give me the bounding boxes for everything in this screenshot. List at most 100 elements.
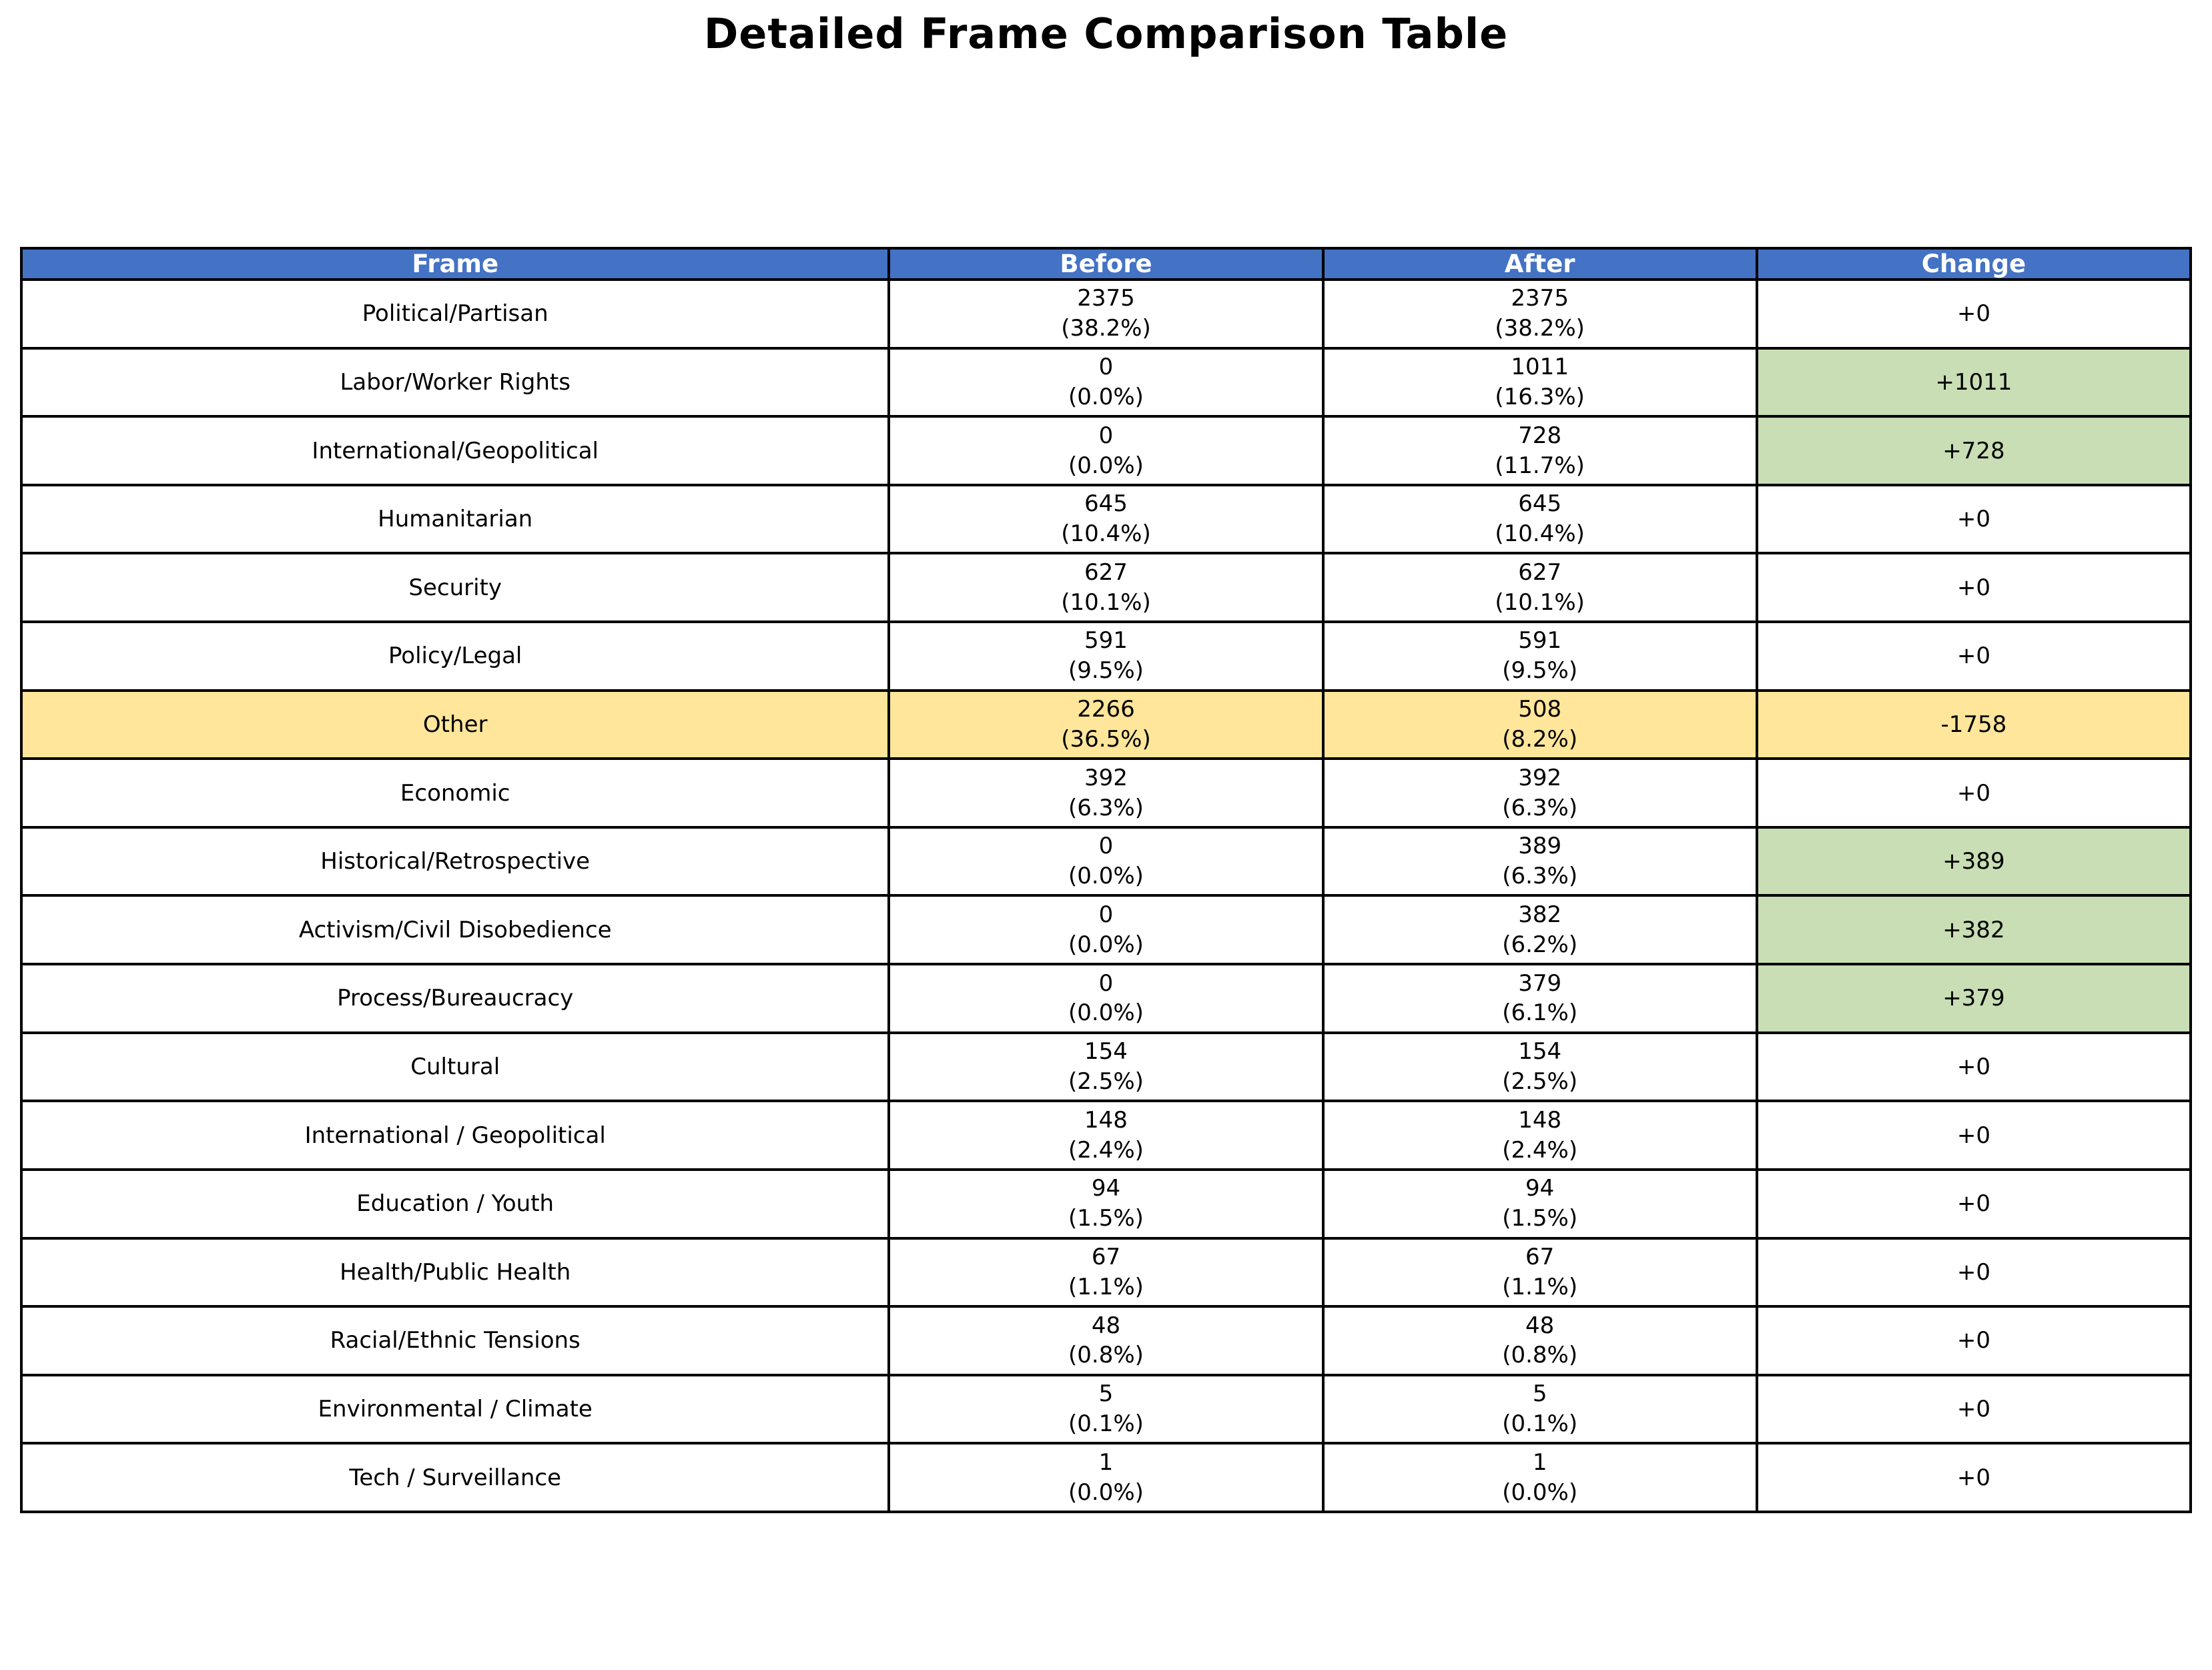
before-count: 591 <box>1084 627 1128 655</box>
frame-cell: Racial/Ethnic Tensions <box>19 1305 891 1376</box>
after-count: 591 <box>1518 627 1562 655</box>
frame-cell: Other <box>19 689 891 761</box>
change-cell: +0 <box>1755 1100 2193 1171</box>
before-percent: (0.0%) <box>1068 931 1144 958</box>
before-count: 2375 <box>1077 285 1135 312</box>
column-header-before: Before <box>887 247 1325 281</box>
after-percent: (6.3%) <box>1502 794 1578 821</box>
change-cell: +1011 <box>1755 346 2193 418</box>
change-cell: +0 <box>1755 1236 2193 1308</box>
after-count: 148 <box>1518 1106 1562 1134</box>
before-cell: 5 (0.1%) <box>887 1373 1325 1445</box>
after-percent: (38.2%) <box>1495 315 1585 342</box>
after-count: 2375 <box>1511 285 1569 312</box>
after-cell: 94 (1.5%) <box>1321 1168 1758 1240</box>
before-cell: 48 (0.8%) <box>887 1305 1325 1376</box>
change-cell: +728 <box>1755 415 2193 486</box>
after-cell: 627 (10.1%) <box>1321 552 1758 624</box>
column-header-change: Change <box>1755 247 2193 281</box>
after-count: 67 <box>1525 1243 1555 1270</box>
frame-cell: International / Geopolitical <box>19 1100 891 1171</box>
before-percent: (6.3%) <box>1068 794 1144 821</box>
after-percent: (2.4%) <box>1502 1136 1578 1164</box>
after-count: 154 <box>1518 1038 1562 1066</box>
table-row: International / Geopolitical 148 (2.4%) 148… <box>19 1100 2193 1171</box>
change-cell: -1758 <box>1755 689 2193 761</box>
table-header: Frame Before After Change <box>19 247 2193 281</box>
frame-cell: Security <box>19 552 891 624</box>
before-cell: 94 (1.5%) <box>887 1168 1325 1240</box>
after-percent: (10.1%) <box>1495 588 1585 616</box>
after-cell: 2375 (38.2%) <box>1321 278 1758 350</box>
before-percent: (0.0%) <box>1068 999 1144 1027</box>
table-row: Economic 392 (6.3%) 392 (6.3%) +0 <box>19 757 2193 829</box>
after-count: 1011 <box>1511 354 1569 381</box>
after-cell: 1011 (16.3%) <box>1321 346 1758 418</box>
before-percent: (2.4%) <box>1068 1136 1144 1164</box>
after-count: 382 <box>1518 901 1562 928</box>
before-count: 392 <box>1084 764 1128 791</box>
after-percent: (8.2%) <box>1502 725 1578 753</box>
after-cell: 645 (10.4%) <box>1321 483 1758 555</box>
page-title: Detailed Frame Comparison Table <box>703 9 1509 58</box>
column-header-after: After <box>1321 247 1758 281</box>
after-cell: 1 (0.0%) <box>1321 1442 1758 1513</box>
before-percent: (10.1%) <box>1061 588 1151 616</box>
change-cell: +0 <box>1755 1373 2193 1445</box>
before-cell: 392 (6.3%) <box>887 757 1325 829</box>
before-percent: (1.1%) <box>1068 1273 1144 1300</box>
frame-cell: Environmental / Climate <box>19 1373 891 1445</box>
before-cell: 0 (0.0%) <box>887 415 1325 486</box>
before-count: 1 <box>1098 1448 1114 1476</box>
after-cell: 67 (1.1%) <box>1321 1236 1758 1308</box>
before-percent: (1.5%) <box>1068 1205 1144 1232</box>
table-row: Other 2266 (36.5%) 508 (8.2%) -1758 <box>19 689 2193 761</box>
after-count: 1 <box>1532 1448 1547 1476</box>
frame-cell: International/Geopolitical <box>19 415 891 486</box>
change-cell: +389 <box>1755 825 2193 897</box>
frame-cell: Activism/Civil Disobedience <box>19 894 891 966</box>
before-cell: 1 (0.0%) <box>887 1442 1325 1513</box>
before-count: 0 <box>1098 833 1114 860</box>
frame-cell: Cultural <box>19 1031 891 1103</box>
before-count: 94 <box>1091 1175 1121 1202</box>
change-cell: +0 <box>1755 1442 2193 1513</box>
frame-cell: Health/Public Health <box>19 1236 891 1308</box>
table-row: Political/Partisan 2375 (38.2%) 2375 (38.2%)… <box>19 278 2193 350</box>
after-percent: (6.2%) <box>1502 931 1578 958</box>
before-count: 67 <box>1091 1243 1121 1270</box>
frame-cell: Education / Youth <box>19 1168 891 1240</box>
frame-cell: Political/Partisan <box>19 278 891 350</box>
before-cell: 645 (10.4%) <box>887 483 1325 555</box>
after-percent: (0.0%) <box>1502 1479 1578 1506</box>
after-percent: (6.3%) <box>1502 863 1578 890</box>
table-row: Activism/Civil Disobedience 0 (0.0%) 382 (6.… <box>19 894 2193 966</box>
table-body: Political/Partisan 2375 (38.2%) 2375 (38.2%)… <box>19 278 2193 1513</box>
before-percent: (9.5%) <box>1068 657 1144 685</box>
table-row: Policy/Legal 591 (9.5%) 591 (9.5%) +0 <box>19 620 2193 692</box>
after-count: 48 <box>1525 1312 1555 1339</box>
after-percent: (6.1%) <box>1502 999 1578 1027</box>
change-cell: +382 <box>1755 894 2193 966</box>
before-cell: 0 (0.0%) <box>887 346 1325 418</box>
before-percent: (0.0%) <box>1068 1479 1144 1506</box>
table-row: Security 627 (10.1%) 627 (10.1%) +0 <box>19 552 2193 624</box>
frame-cell: Historical/Retrospective <box>19 825 891 897</box>
before-count: 0 <box>1098 422 1114 449</box>
change-cell: +0 <box>1755 278 2193 350</box>
before-cell: 2375 (38.2%) <box>887 278 1325 350</box>
table-row: Labor/Worker Rights 0 (0.0%) 1011 (16.3%) +10… <box>19 346 2193 418</box>
change-cell: +379 <box>1755 963 2193 1034</box>
after-cell: 392 (6.3%) <box>1321 757 1758 829</box>
before-count: 2266 <box>1077 696 1135 723</box>
after-percent: (16.3%) <box>1495 383 1585 410</box>
after-cell: 5 (0.1%) <box>1321 1373 1758 1445</box>
frame-cell: Humanitarian <box>19 483 891 555</box>
after-count: 389 <box>1518 833 1562 860</box>
column-header-frame: Frame <box>19 247 891 281</box>
change-cell: +0 <box>1755 620 2193 692</box>
before-cell: 154 (2.5%) <box>887 1031 1325 1103</box>
table-row: Process/Bureaucracy 0 (0.0%) 379 (6.1%) +379 <box>19 963 2193 1034</box>
before-cell: 67 (1.1%) <box>887 1236 1325 1308</box>
